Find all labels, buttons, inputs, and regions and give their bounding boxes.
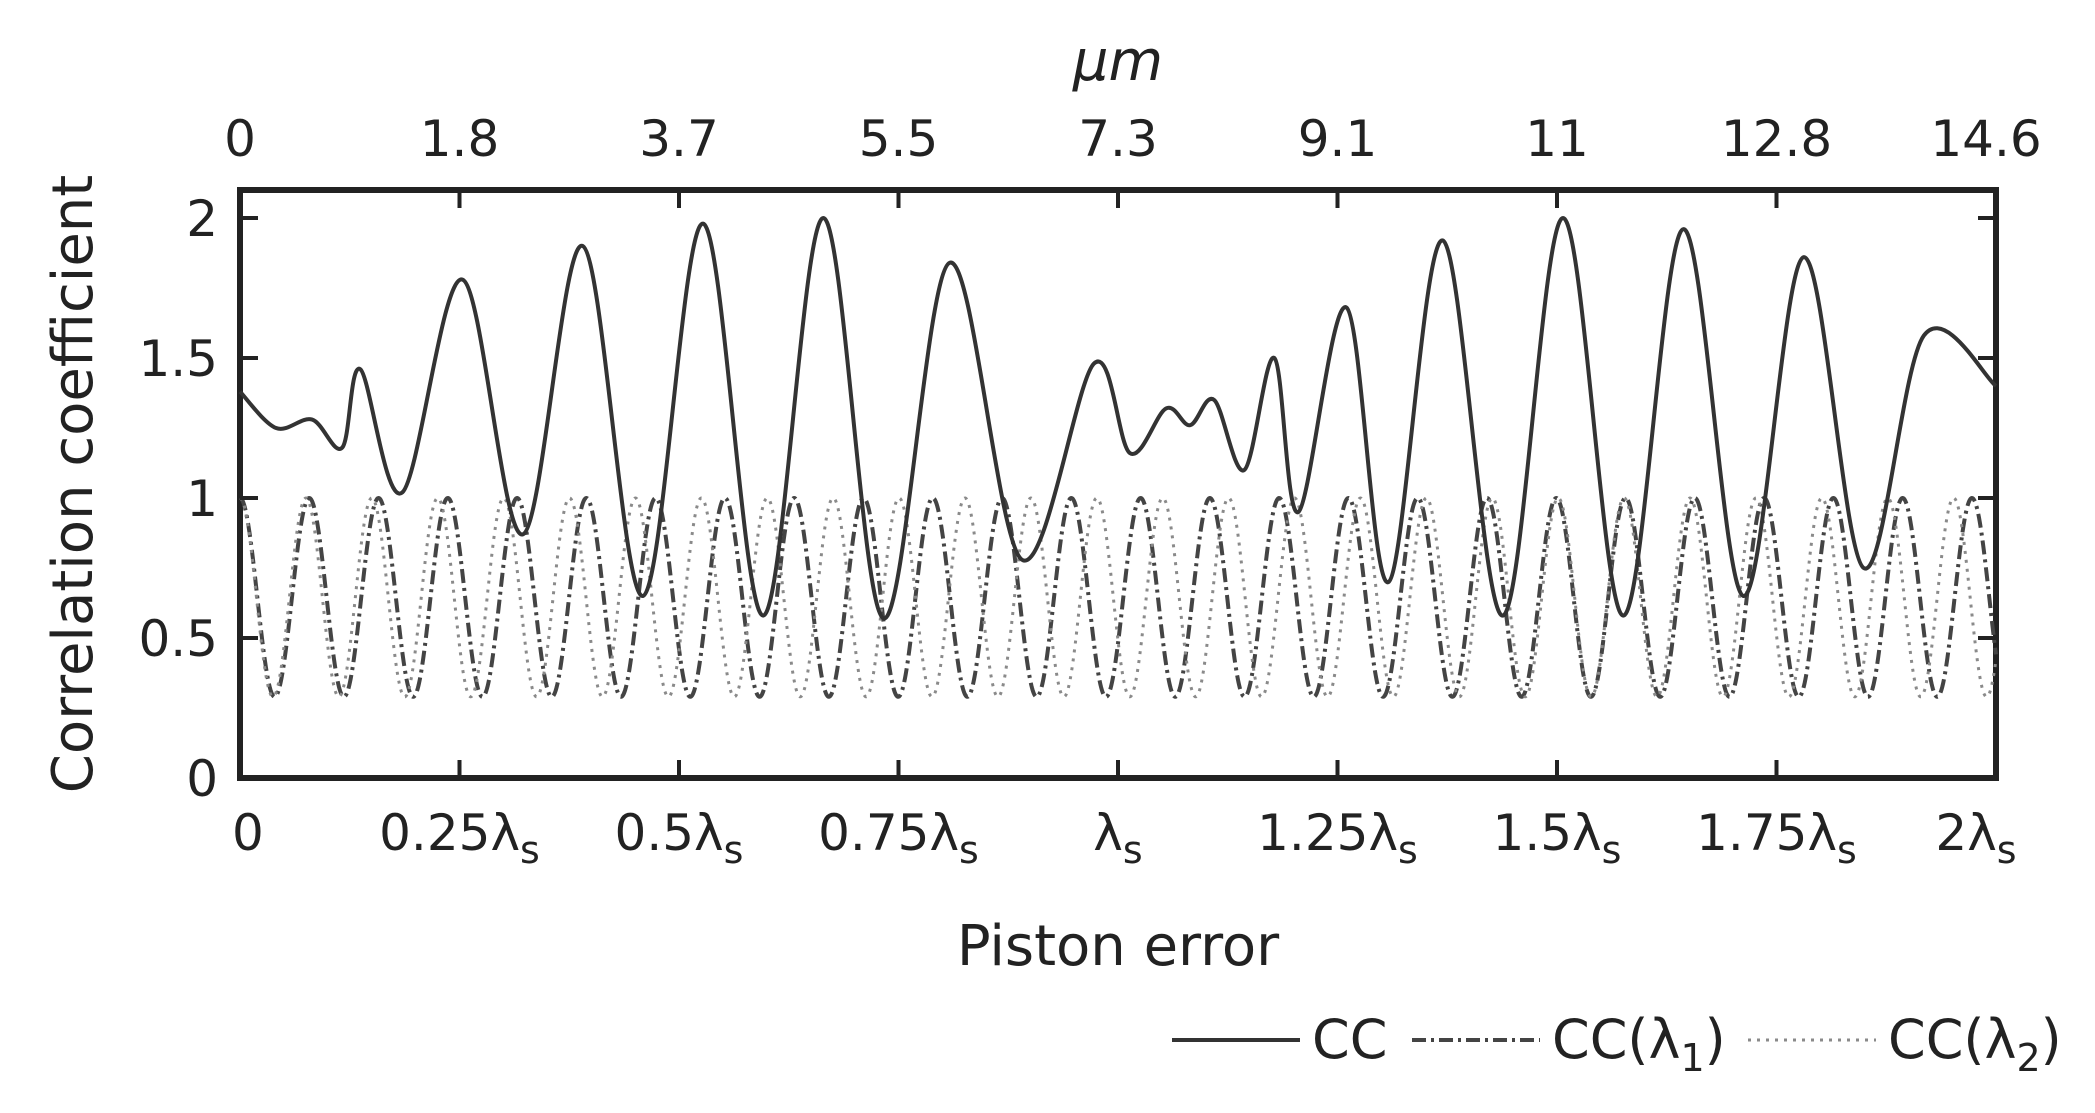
top-tick-label: 12.8 — [1721, 110, 1832, 168]
y-tick-label: 2 — [186, 190, 218, 248]
top-tick-label: 0 — [224, 110, 256, 168]
x-axis-label: Piston error — [957, 914, 1280, 979]
y-tick-label: 1 — [186, 470, 218, 528]
top-tick-label: 1.8 — [420, 110, 500, 168]
x-tick-label: 1.75λs — [1696, 804, 1857, 872]
x-tick-label: 0.25λs — [379, 804, 540, 872]
top-tick-label: 9.1 — [1298, 110, 1378, 168]
x-tick-label: λs — [1093, 804, 1142, 872]
y-tick-label: 0 — [186, 750, 218, 808]
x-tick-label: 0 — [232, 804, 264, 862]
x-tick-label: 1.25λs — [1257, 804, 1418, 872]
y-tick-label: 1.5 — [138, 330, 218, 388]
top-axis-label: μm — [1072, 29, 1163, 94]
top-tick-label: 14.6 — [1930, 110, 2041, 168]
series-line-3 — [239, 496, 1998, 699]
series-layer — [238, 215, 1998, 699]
series-line-2 — [238, 496, 1998, 699]
x-tick-label: 0.5λs — [615, 804, 744, 872]
top-tick-label: 3.7 — [639, 110, 719, 168]
series-line-1 — [238, 215, 1998, 621]
legend-label-2: CC(λ1) — [1552, 1008, 1726, 1080]
y-axis-label: Correlation coefficient — [41, 175, 106, 794]
top-tick-label: 11 — [1525, 110, 1589, 168]
legend-label-1: CC — [1312, 1008, 1387, 1071]
x-tick-label: 2λs — [1935, 804, 2016, 872]
legend: CC CC(λ1) CC(λ2) — [1172, 1008, 2062, 1080]
top-tick-label: 7.3 — [1078, 110, 1158, 168]
ticks-layer: 0 0.25λs 0.5λs 0.75λs λs 1.25λs 1.5λs 1.75λs 2λs… — [138, 110, 2041, 872]
top-tick-label: 5.5 — [859, 110, 939, 168]
legend-label-3: CC(λ2) — [1888, 1008, 2062, 1080]
x-tick-label: 0.75λs — [818, 804, 979, 872]
x-tick-label: 1.5λs — [1493, 804, 1622, 872]
y-tick-label: 0.5 — [138, 610, 218, 668]
